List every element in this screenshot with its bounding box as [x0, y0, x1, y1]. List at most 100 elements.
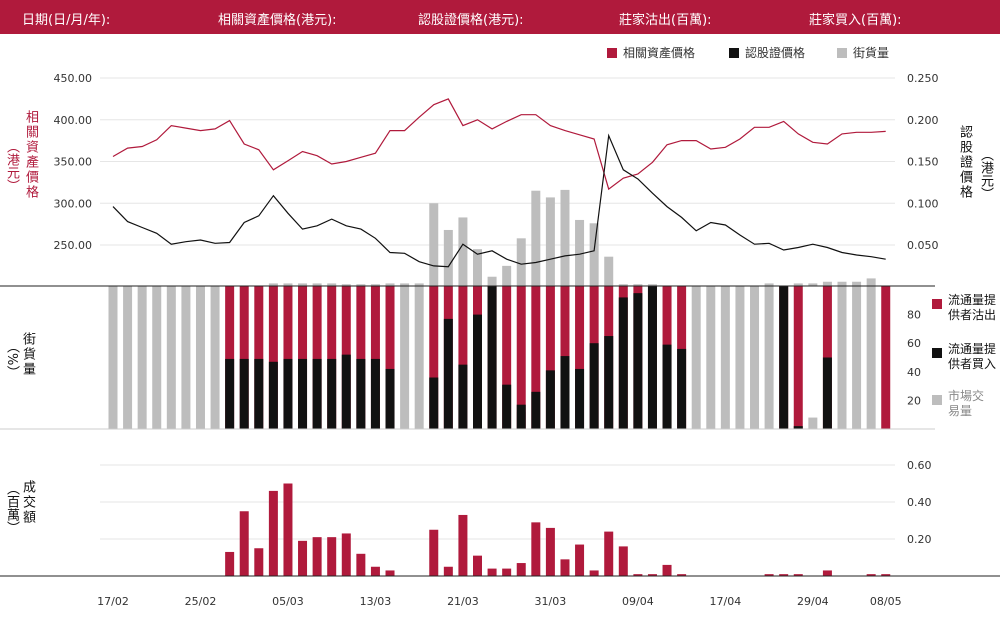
mm-sell-bar — [516, 286, 526, 429]
market-bar — [210, 286, 220, 429]
left-top-axis-title: 相關資產價格 — [23, 110, 38, 200]
mm-buy-bar — [268, 361, 278, 429]
mm-buy-bar — [298, 358, 308, 429]
right-tick-label: 0.200 — [907, 114, 939, 127]
market-bar — [808, 417, 818, 429]
x-tick-label: 05/03 — [272, 595, 304, 608]
mm-buy-bar — [531, 391, 541, 429]
left-mid-axis-title: 街貨量 — [20, 332, 35, 377]
market-bar — [400, 286, 410, 429]
street-bar — [298, 283, 308, 286]
turnover-bar — [341, 533, 351, 576]
street-bar — [837, 281, 847, 286]
mm-buy-bar — [254, 358, 264, 429]
mid-tick-label: 80 — [907, 309, 921, 322]
mm-buy-bar — [473, 314, 482, 429]
right-top-axis-title: 認股證價格 — [957, 125, 972, 200]
header-asset-price: 相關資產價格(港元): — [218, 13, 337, 28]
mm-buy-bar — [633, 293, 643, 429]
mm-sell-bar — [385, 286, 395, 429]
street-bar — [575, 219, 585, 286]
street-bar — [764, 283, 774, 286]
market-bar — [195, 286, 205, 429]
left-tick-label: 400.00 — [54, 114, 93, 127]
mm-buy-bar — [458, 364, 468, 429]
mm-buy-bar — [239, 358, 249, 429]
right-tick-label: 0.250 — [907, 72, 939, 85]
street-bar — [589, 223, 599, 286]
turnover-bar — [531, 522, 541, 576]
street-bar — [443, 229, 453, 286]
street-bar — [808, 283, 818, 286]
mm-buy-bar — [618, 297, 628, 429]
market-bar — [108, 286, 118, 429]
market-bar — [750, 286, 760, 429]
street-bar — [400, 283, 410, 286]
turnover-bar — [356, 553, 366, 576]
header-bar: 日期(日/月/年): 相關資產價格(港元): 認股證價格(港元): 莊家沽出(百… — [0, 0, 1000, 34]
turnover-bar — [487, 568, 497, 576]
warrant-price-line — [112, 133, 886, 268]
turnover-bar — [618, 546, 628, 576]
mm-buy-bar — [385, 368, 395, 429]
turnover-bar — [793, 574, 803, 576]
legend-market-label: 市場交易量 — [948, 389, 985, 418]
mm-sell-bar — [356, 286, 366, 429]
turnover-bar — [822, 570, 832, 576]
street-bar — [341, 284, 351, 286]
left-mid-unit: （%） — [4, 340, 19, 379]
turnover-bar — [545, 527, 555, 576]
market-bar — [152, 286, 162, 429]
header-mm-buy: 莊家買入(百萬): — [809, 13, 902, 28]
turnover-bar — [473, 555, 482, 576]
mm-buy-bar — [647, 286, 657, 429]
turnover-bar — [385, 570, 395, 576]
market-bar — [691, 286, 701, 429]
market-bar — [166, 286, 176, 429]
mm-sell-bar — [458, 286, 468, 429]
turnover-bar — [443, 566, 453, 576]
market-bar — [181, 286, 191, 429]
legend-market: 市場交易量 — [932, 389, 988, 419]
axes — [0, 285, 1000, 577]
header-mm-sell: 莊家沽出(百萬): — [619, 13, 712, 28]
street-bar — [385, 283, 395, 286]
street-bar — [473, 249, 482, 286]
mm-buy-bar — [502, 384, 512, 429]
mm-sell-bar — [254, 286, 264, 429]
mm-sell-bar — [429, 286, 439, 429]
right-tick-label: 0.050 — [907, 239, 939, 252]
mm-buy-bar — [516, 404, 526, 429]
legend-asset: 相關資產價格 — [607, 44, 695, 61]
turnover-bar — [298, 540, 308, 576]
legend-mm-buy-swatch — [932, 348, 942, 358]
mm-buy-bar — [370, 358, 380, 429]
street-bar — [793, 283, 803, 286]
mid-tick-label: 20 — [907, 394, 921, 407]
mm-buy-bar — [677, 348, 687, 429]
header-date: 日期(日/月/年): — [22, 13, 111, 28]
turnover-bar — [502, 568, 512, 576]
asset-price-line — [112, 98, 886, 191]
left-bot-unit: （百萬） — [4, 482, 19, 534]
left-tick-label: 300.00 — [54, 197, 93, 210]
mm-buy-bar — [225, 358, 235, 429]
mm-buy-bar — [560, 356, 570, 429]
street-bar — [327, 283, 337, 286]
mm-buy-bar — [312, 358, 322, 429]
turnover-bar — [516, 563, 526, 576]
mm-buy-bar — [822, 357, 832, 429]
mid-tick-label: 60 — [907, 337, 921, 350]
tick-labels: 450.00 0.250 400.00 0.200 350.00 0.150 300.00 0… — [54, 72, 939, 608]
turnover-bar — [254, 548, 264, 576]
street-bar — [502, 265, 512, 286]
turnover-bar — [560, 559, 570, 576]
market-bar — [123, 286, 133, 429]
turnover-bar — [239, 511, 249, 576]
mm-buy-bar — [283, 358, 293, 429]
street-bar — [370, 284, 380, 286]
legend-mm-buy-label: 流通量提供者買入 — [948, 342, 997, 371]
left-tick-label: 450.00 — [54, 72, 93, 85]
market-bar — [735, 286, 745, 429]
